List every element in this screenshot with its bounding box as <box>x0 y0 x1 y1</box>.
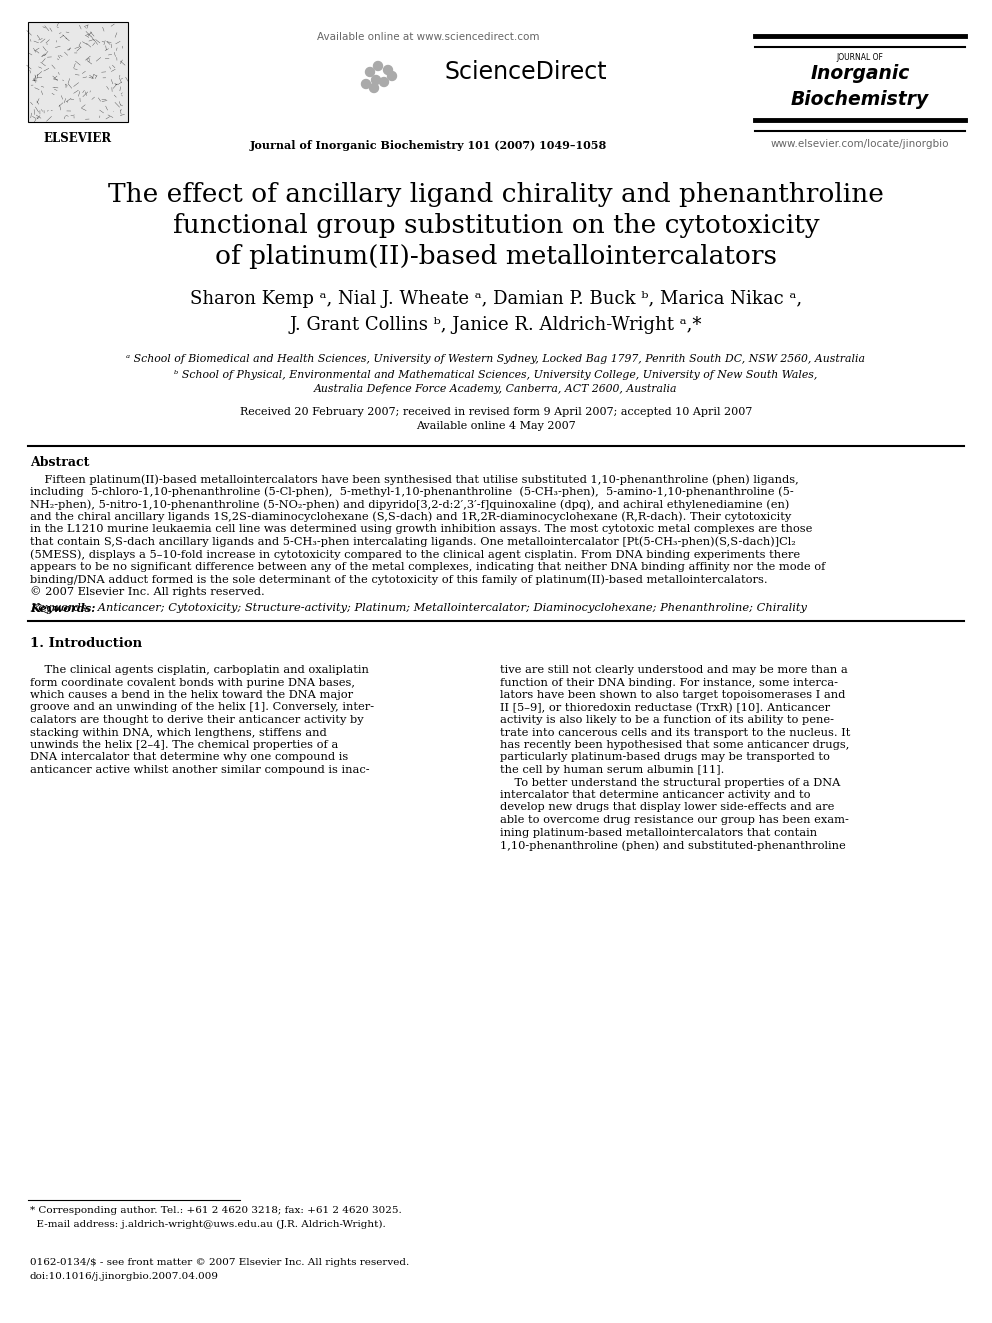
Text: Australia Defence Force Academy, Canberra, ACT 2600, Australia: Australia Defence Force Academy, Canberr… <box>314 384 678 394</box>
Text: including  5-chloro-1,10-phenanthroline (5-Cl-phen),  5-methyl-1,10-phenanthroli: including 5-chloro-1,10-phenanthroline (… <box>30 487 794 497</box>
Text: 1. Introduction: 1. Introduction <box>30 636 142 650</box>
Text: Sharon Kemp ᵃ, Nial J. Wheate ᵃ, Damian P. Buck ᵇ, Marica Nikac ᵃ,: Sharon Kemp ᵃ, Nial J. Wheate ᵃ, Damian … <box>189 290 803 308</box>
Circle shape <box>361 79 370 89</box>
Text: calators are thought to derive their anticancer activity by: calators are thought to derive their ant… <box>30 714 364 725</box>
Text: has recently been hypothesised that some anticancer drugs,: has recently been hypothesised that some… <box>500 740 849 750</box>
Text: develop new drugs that display lower side-effects and are: develop new drugs that display lower sid… <box>500 803 834 812</box>
Text: DNA intercalator that determine why one compound is: DNA intercalator that determine why one … <box>30 753 348 762</box>
Circle shape <box>365 67 375 77</box>
Text: ᵃ School of Biomedical and Health Sciences, University of Western Sydney, Locked: ᵃ School of Biomedical and Health Scienc… <box>127 355 865 364</box>
Text: © 2007 Elsevier Inc. All rights reserved.: © 2007 Elsevier Inc. All rights reserved… <box>30 586 265 597</box>
Text: unwinds the helix [2–4]. The chemical properties of a: unwinds the helix [2–4]. The chemical pr… <box>30 740 338 750</box>
Text: To better understand the structural properties of a DNA: To better understand the structural prop… <box>500 778 840 787</box>
Text: of platinum(II)-based metallointercalators: of platinum(II)-based metallointercalato… <box>215 243 777 269</box>
Text: Abstract: Abstract <box>30 456 89 468</box>
Text: function of their DNA binding. For instance, some interca-: function of their DNA binding. For insta… <box>500 677 838 688</box>
Text: II [5–9], or thioredoxin reductase (TrxR) [10]. Anticancer: II [5–9], or thioredoxin reductase (TrxR… <box>500 703 830 713</box>
Text: activity is also likely to be a function of its ability to pene-: activity is also likely to be a function… <box>500 714 834 725</box>
Text: form coordinate covalent bonds with purine DNA bases,: form coordinate covalent bonds with puri… <box>30 677 355 688</box>
Circle shape <box>369 83 379 93</box>
Text: ScienceDirect: ScienceDirect <box>445 60 608 83</box>
Text: ining platinum-based metallointercalators that contain: ining platinum-based metallointercalator… <box>500 827 817 837</box>
Text: The effect of ancillary ligand chirality and phenanthroline: The effect of ancillary ligand chirality… <box>108 183 884 206</box>
Text: Biochemistry: Biochemistry <box>791 90 930 108</box>
Text: in the L1210 murine leukaemia cell line was determined using growth inhibition a: in the L1210 murine leukaemia cell line … <box>30 524 812 534</box>
Text: NH₂-phen), 5-nitro-1,10-phenanthroline (5-NO₂-phen) and dipyrido[3,2-d:2′,3′-f]q: NH₂-phen), 5-nitro-1,10-phenanthroline (… <box>30 499 790 509</box>
Text: JOURNAL OF: JOURNAL OF <box>836 53 884 62</box>
Text: and the chiral ancillary ligands 1S,2S-diaminocyclohexane (S,S-dach) and 1R,2R-d: and the chiral ancillary ligands 1S,2S-d… <box>30 512 792 523</box>
Text: 0162-0134/$ - see front matter © 2007 Elsevier Inc. All rights reserved.: 0162-0134/$ - see front matter © 2007 El… <box>30 1258 410 1267</box>
Text: Journal of Inorganic Biochemistry 101 (2007) 1049–1058: Journal of Inorganic Biochemistry 101 (2… <box>249 140 607 151</box>
Bar <box>28 22 128 122</box>
Text: groove and an unwinding of the helix [1]. Conversely, inter-: groove and an unwinding of the helix [1]… <box>30 703 374 713</box>
Text: (5MESS), displays a 5–10-fold increase in cytotoxicity compared to the clinical : (5MESS), displays a 5–10-fold increase i… <box>30 549 801 560</box>
Text: Keywords:  Anticancer; Cytotoxicity; Structure-activity; Platinum; Metallointerc: Keywords: Anticancer; Cytotoxicity; Stru… <box>30 603 806 613</box>
Text: that contain S,S-dach ancillary ligands and 5-CH₃-phen intercalating ligands. On: that contain S,S-dach ancillary ligands … <box>30 537 796 548</box>
Text: lators have been shown to also target topoisomerases I and: lators have been shown to also target to… <box>500 691 845 700</box>
Text: Inorganic: Inorganic <box>810 64 910 83</box>
Text: tive are still not clearly understood and may be more than a: tive are still not clearly understood an… <box>500 665 848 675</box>
Text: which causes a bend in the helix toward the DNA major: which causes a bend in the helix toward … <box>30 691 353 700</box>
Text: appears to be no significant difference between any of the metal complexes, indi: appears to be no significant difference … <box>30 561 825 572</box>
Text: www.elsevier.com/locate/jinorgbio: www.elsevier.com/locate/jinorgbio <box>771 139 949 149</box>
Circle shape <box>371 75 381 85</box>
Text: ᵇ School of Physical, Environmental and Mathematical Sciences, University Colleg: ᵇ School of Physical, Environmental and … <box>175 370 817 380</box>
Text: intercalator that determine anticancer activity and to: intercalator that determine anticancer a… <box>500 790 810 800</box>
Text: Received 20 February 2007; received in revised form 9 April 2007; accepted 10 Ap: Received 20 February 2007; received in r… <box>240 407 752 417</box>
Text: particularly platinum-based drugs may be transported to: particularly platinum-based drugs may be… <box>500 753 830 762</box>
Text: stacking within DNA, which lengthens, stiffens and: stacking within DNA, which lengthens, st… <box>30 728 326 737</box>
Circle shape <box>380 78 389 86</box>
Text: 1,10-phenanthroline (phen) and substituted-phenanthroline: 1,10-phenanthroline (phen) and substitut… <box>500 840 846 851</box>
Text: doi:10.1016/j.jinorgbio.2007.04.009: doi:10.1016/j.jinorgbio.2007.04.009 <box>30 1271 219 1281</box>
Circle shape <box>374 61 383 70</box>
Text: the cell by human serum albumin [11].: the cell by human serum albumin [11]. <box>500 765 724 775</box>
Text: Available online 4 May 2007: Available online 4 May 2007 <box>416 421 576 431</box>
Text: functional group substitution on the cytotoxicity: functional group substitution on the cyt… <box>173 213 819 238</box>
Text: * Corresponding author. Tel.: +61 2 4620 3218; fax: +61 2 4620 3025.: * Corresponding author. Tel.: +61 2 4620… <box>30 1207 402 1215</box>
Text: anticancer active whilst another similar compound is inac-: anticancer active whilst another similar… <box>30 765 370 775</box>
Text: trate into cancerous cells and its transport to the nucleus. It: trate into cancerous cells and its trans… <box>500 728 850 737</box>
Text: ELSEVIER: ELSEVIER <box>44 132 112 146</box>
Text: Fifteen platinum(II)-based metallointercalators have been synthesised that utili: Fifteen platinum(II)-based metallointerc… <box>30 474 799 484</box>
Text: E-mail address: j.aldrich-wright@uws.edu.au (J.R. Aldrich-Wright).: E-mail address: j.aldrich-wright@uws.edu… <box>30 1220 386 1229</box>
Text: The clinical agents cisplatin, carboplatin and oxaliplatin: The clinical agents cisplatin, carboplat… <box>30 665 369 675</box>
Text: able to overcome drug resistance our group has been exam-: able to overcome drug resistance our gro… <box>500 815 849 826</box>
Text: binding/DNA adduct formed is the sole determinant of the cytotoxicity of this fa: binding/DNA adduct formed is the sole de… <box>30 574 768 585</box>
Text: Available online at www.sciencedirect.com: Available online at www.sciencedirect.co… <box>316 32 540 42</box>
Circle shape <box>388 71 397 81</box>
Text: J. Grant Collins ᵇ, Janice R. Aldrich-Wright ᵃ,*: J. Grant Collins ᵇ, Janice R. Aldrich-Wr… <box>290 316 702 333</box>
Text: Keywords:: Keywords: <box>30 603 99 614</box>
Circle shape <box>384 66 393 74</box>
